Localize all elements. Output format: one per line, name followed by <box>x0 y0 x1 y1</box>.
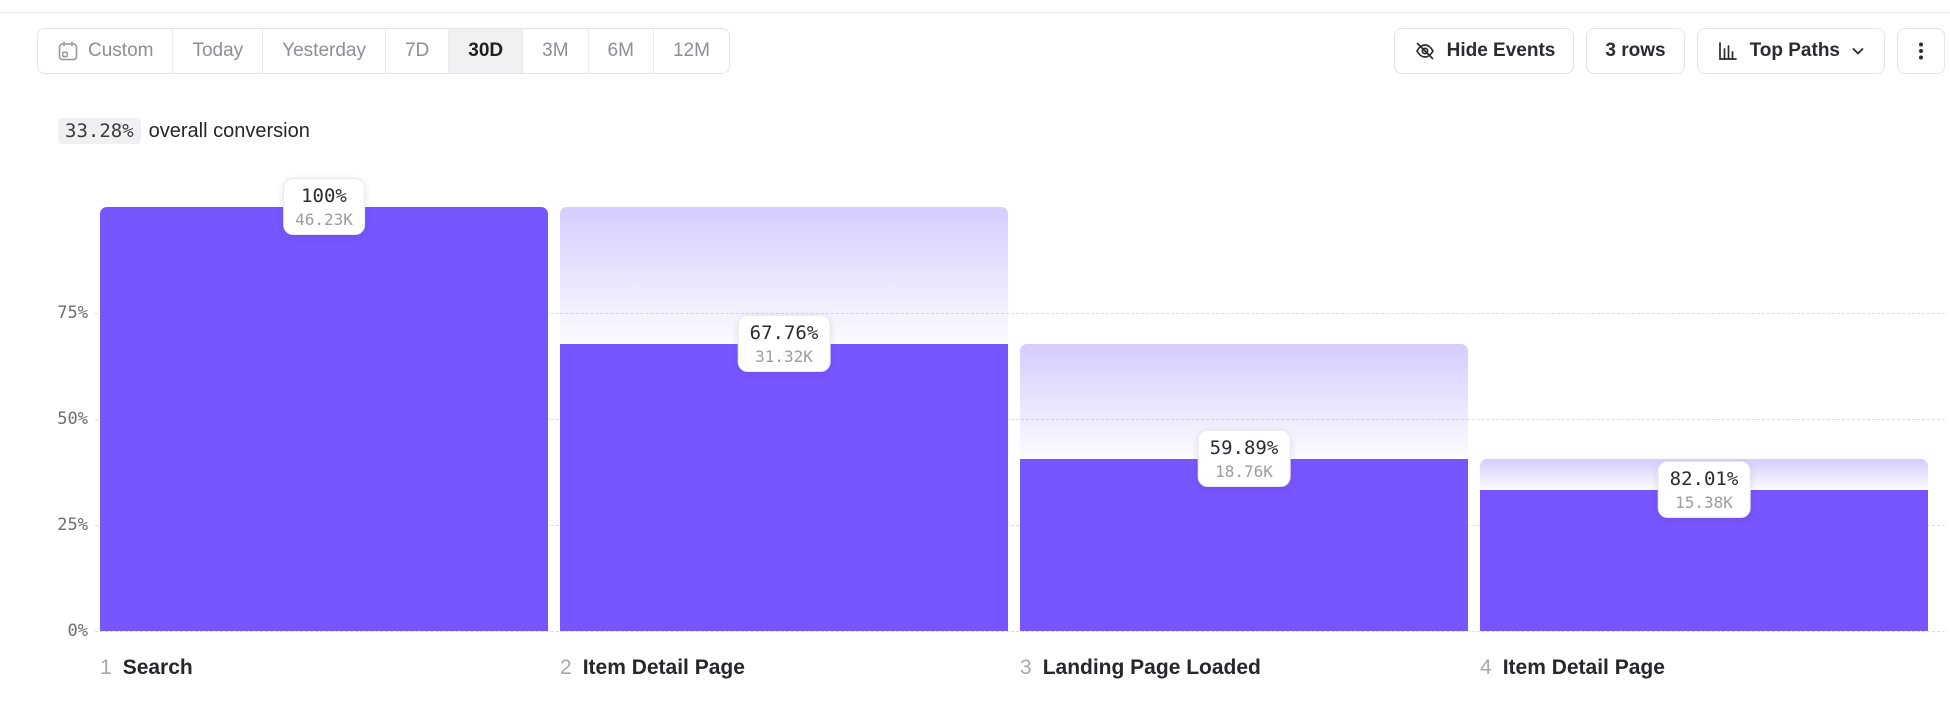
date-range-30d[interactable]: 30D <box>449 29 524 73</box>
date-range-3m[interactable]: 3M <box>523 29 589 73</box>
hide-events-button[interactable]: Hide Events <box>1393 28 1575 74</box>
calendar-icon <box>57 40 79 62</box>
bar-tooltip: 100% 46.23K <box>283 178 365 235</box>
step-name: Item Detail Page <box>582 656 745 679</box>
step-name: Search <box>122 656 193 679</box>
bar-tooltip: 67.76% 31.32K <box>737 314 831 372</box>
tooltip-conversion-rate: 82.01% <box>1669 467 1739 490</box>
overall-conversion-summary: 33.28% overall conversion <box>58 116 310 146</box>
funnel-bar-segment[interactable] <box>560 343 1008 631</box>
date-range-yesterday[interactable]: Yesterday <box>263 29 386 73</box>
bar-tooltip: 82.01% 15.38K <box>1657 460 1751 518</box>
step-label: 1 Search <box>100 656 193 680</box>
toolbar-right-controls: Hide Events 3 rows Top Paths <box>1393 28 1945 74</box>
tooltip-count: 31.32K <box>755 346 813 366</box>
y-axis-tick: 25% <box>57 515 88 535</box>
step-number: 3 <box>1020 656 1032 679</box>
tooltip-conversion-rate: 59.89% <box>1209 436 1279 459</box>
gridline <box>95 313 1945 314</box>
step-number: 2 <box>560 656 572 679</box>
step-number: 4 <box>1480 656 1492 679</box>
tooltip-conversion-rate: 100% <box>301 185 347 207</box>
gridline <box>95 631 1945 632</box>
more-options-button[interactable] <box>1897 28 1945 74</box>
tooltip-conversion-rate: 67.76% <box>749 321 819 344</box>
toolbar: Custom Today Yesterday 7D 30D 3M 6M 12M Hide Ev… <box>37 28 1945 74</box>
bar-tooltip: 59.89% 18.76K <box>1197 429 1291 487</box>
y-axis-tick: 50% <box>57 409 88 429</box>
top-paths-label: Top Paths <box>1749 40 1840 61</box>
date-range-label: Today <box>192 40 244 61</box>
step-label: 4 Item Detail Page <box>1480 656 1665 680</box>
date-range-12m[interactable]: 12M <box>654 29 729 73</box>
date-range-label: 7D <box>404 40 430 61</box>
y-axis-tick: 75% <box>57 303 88 323</box>
gridline <box>95 419 1945 420</box>
date-range-label: 6M <box>607 40 634 61</box>
date-range-label: 12M <box>672 40 710 61</box>
step-name: Item Detail Page <box>1502 656 1665 679</box>
kebab-menu-icon <box>1909 39 1933 63</box>
overall-conversion-value: 33.28% <box>58 118 141 144</box>
step-name: Landing Page Loaded <box>1042 656 1261 679</box>
eye-off-icon <box>1413 39 1437 63</box>
top-paths-dropdown[interactable]: Top Paths <box>1696 28 1885 74</box>
step-label: 2 Item Detail Page <box>560 656 745 680</box>
step-label: 3 Landing Page Loaded <box>1020 656 1261 680</box>
date-range-today[interactable]: Today <box>173 29 264 73</box>
chevron-down-icon <box>1850 43 1866 59</box>
date-range-label: 30D <box>468 40 504 61</box>
hide-events-label: Hide Events <box>1446 40 1556 61</box>
date-range-label: Yesterday <box>282 40 366 61</box>
rows-button[interactable]: 3 rows <box>1586 28 1685 74</box>
date-range-selector: Custom Today Yesterday 7D 30D 3M 6M 12M <box>37 28 730 74</box>
step-number: 1 <box>100 656 112 679</box>
y-axis-tick: 0% <box>67 621 88 641</box>
date-range-label: 3M <box>542 40 569 61</box>
histogram-icon <box>1716 39 1740 63</box>
funnel-bar-segment[interactable] <box>100 207 548 631</box>
date-range-label: Custom <box>88 40 154 61</box>
date-range-6m[interactable]: 6M <box>589 29 654 73</box>
top-divider <box>0 12 1950 13</box>
date-range-custom[interactable]: Custom <box>38 29 174 73</box>
rows-label: 3 rows <box>1605 40 1666 61</box>
tooltip-count: 15.38K <box>1675 492 1733 512</box>
date-range-7d[interactable]: 7D <box>386 29 450 73</box>
overall-conversion-text: overall conversion <box>148 119 310 142</box>
tooltip-count: 18.76K <box>1215 461 1273 481</box>
tooltip-count: 46.23K <box>295 210 353 229</box>
funnel-bar-segment[interactable] <box>1020 458 1468 631</box>
